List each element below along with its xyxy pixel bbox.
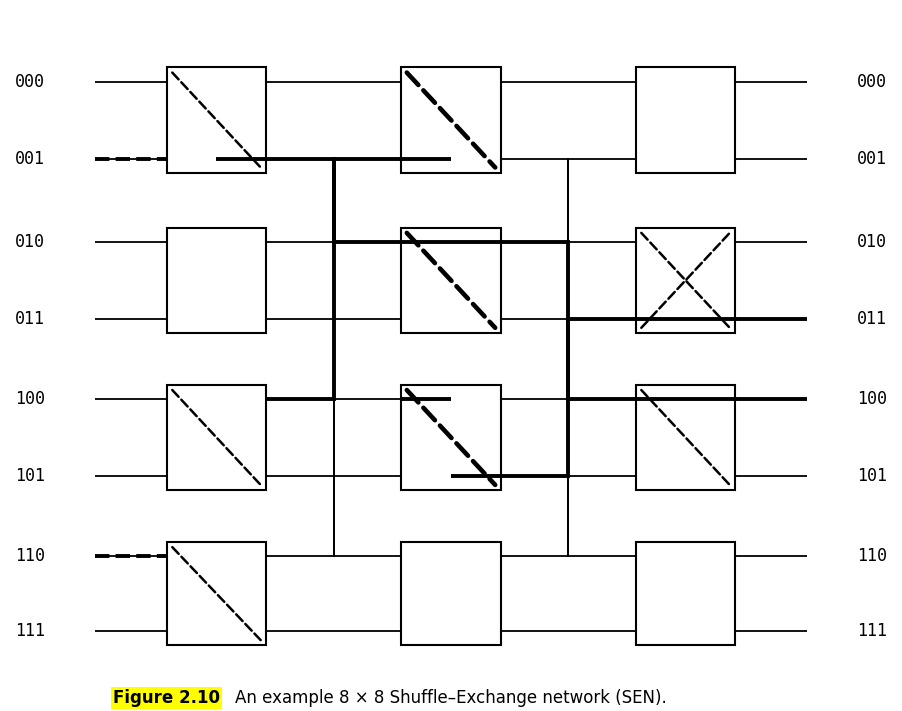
Bar <box>401 542 501 646</box>
Bar <box>401 385 501 490</box>
Text: 011: 011 <box>15 310 45 328</box>
Text: 100: 100 <box>15 390 45 408</box>
Text: 010: 010 <box>857 233 887 251</box>
Text: 111: 111 <box>857 622 887 640</box>
Bar <box>167 228 266 333</box>
Text: An example 8 × 8 Shuffle–Exchange network (SEN).: An example 8 × 8 Shuffle–Exchange networ… <box>235 690 667 707</box>
Text: 010: 010 <box>15 233 45 251</box>
Bar <box>401 228 501 333</box>
Bar <box>167 385 266 490</box>
Text: 110: 110 <box>15 547 45 565</box>
Text: 101: 101 <box>15 467 45 485</box>
Bar <box>636 385 735 490</box>
Bar <box>636 542 735 646</box>
Text: 000: 000 <box>857 73 887 90</box>
Bar <box>167 542 266 646</box>
Text: 001: 001 <box>857 149 887 168</box>
Bar <box>167 68 266 173</box>
Text: 100: 100 <box>857 390 887 408</box>
Text: 111: 111 <box>15 622 45 640</box>
Bar <box>401 68 501 173</box>
Text: Figure 2.10: Figure 2.10 <box>114 690 220 707</box>
Text: 110: 110 <box>857 547 887 565</box>
Bar <box>636 228 735 333</box>
Bar <box>636 68 735 173</box>
Text: 101: 101 <box>857 467 887 485</box>
Text: 000: 000 <box>15 73 45 90</box>
Text: 001: 001 <box>15 149 45 168</box>
Text: 011: 011 <box>857 310 887 328</box>
